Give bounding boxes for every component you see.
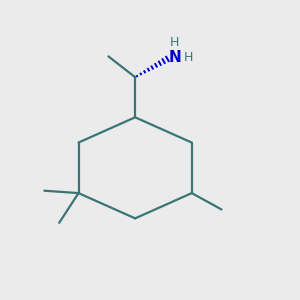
Text: N: N	[168, 50, 181, 65]
Text: H: H	[184, 51, 193, 64]
Text: H: H	[170, 36, 179, 49]
